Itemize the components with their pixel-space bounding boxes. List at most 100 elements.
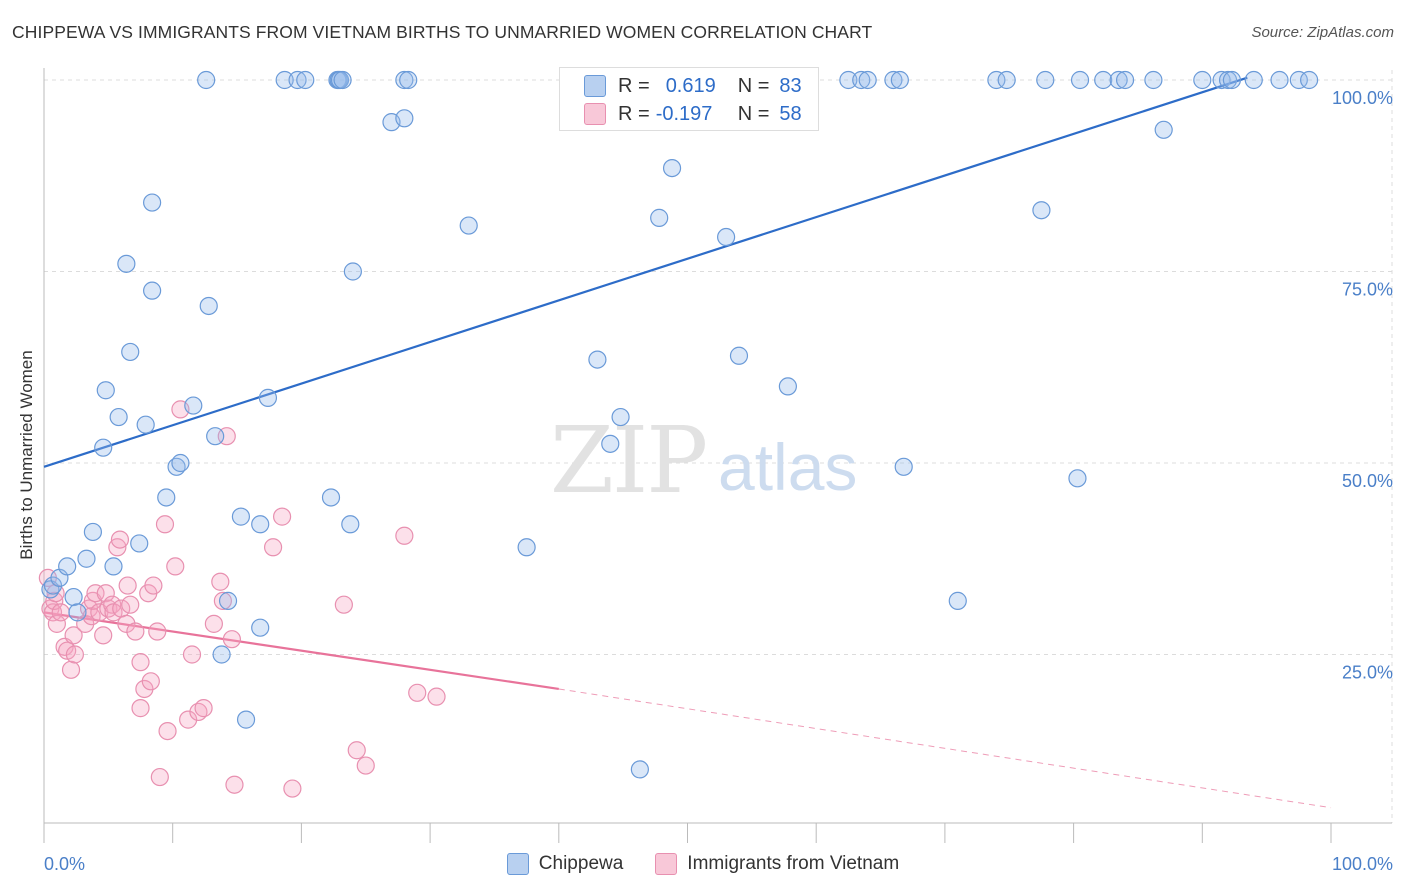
data-point-vietnam (211, 572, 230, 591)
data-point-vietnam (144, 576, 163, 595)
data-point-chippewa (143, 193, 162, 212)
data-points (38, 70, 1319, 798)
legend-item-chippewa: Chippewa (506, 853, 624, 875)
data-point-chippewa (601, 434, 620, 453)
legend-n-label: N = (737, 74, 770, 97)
data-point-chippewa (1218, 70, 1238, 90)
data-point-chippewa (296, 70, 315, 90)
data-point-vietnam (395, 526, 414, 545)
data-point-vietnam (179, 710, 198, 729)
data-point-vietnam (86, 584, 105, 603)
y-tick-label: 75.0% (1342, 280, 1393, 300)
data-point-vietnam (51, 603, 70, 622)
data-point-chippewa (275, 70, 294, 90)
data-point-chippewa (251, 515, 270, 534)
data-point-vietnam (64, 626, 83, 645)
data-point-chippewa (83, 522, 103, 542)
data-point-vietnam (141, 672, 160, 691)
data-point-vietnam (45, 591, 64, 610)
data-point-chippewa (884, 70, 903, 90)
data-point-vietnam (131, 699, 150, 718)
data-point-chippewa (894, 457, 913, 476)
data-point-chippewa (121, 342, 140, 362)
y-tick-label: 50.0% (1342, 471, 1393, 491)
data-point-chippewa (1032, 201, 1051, 220)
data-point-chippewa (77, 549, 96, 568)
data-point-vietnam (118, 576, 137, 595)
y-axis-title: Births to Unmarried Women (17, 350, 36, 559)
data-point-vietnam (194, 699, 213, 718)
data-point-chippewa (288, 70, 307, 90)
data-point-chippewa (236, 710, 256, 729)
data-point-vietnam (121, 595, 140, 614)
data-point-chippewa (157, 488, 176, 507)
data-point-chippewa (258, 388, 278, 407)
data-point-vietnam (96, 584, 115, 603)
data-point-chippewa (852, 70, 871, 90)
data-point-chippewa (136, 415, 155, 434)
correlation-legend: R = 0.619 N = 83 R = -0.197 N = 58 (559, 67, 819, 131)
data-point-chippewa (206, 427, 225, 446)
data-point-chippewa (778, 377, 797, 396)
data-point-vietnam (65, 645, 84, 664)
data-point-chippewa (395, 109, 414, 128)
data-point-chippewa (1109, 70, 1128, 90)
y-tick-label: 25.0% (1342, 663, 1393, 683)
data-point-chippewa (109, 407, 128, 427)
data-point-chippewa (729, 346, 749, 365)
data-point-chippewa (1289, 70, 1308, 90)
tick-labels: 25.0% 50.0% 75.0% 100.0% 0.0% 100.0% (44, 88, 1393, 874)
watermark-atlas: atlas (718, 430, 857, 504)
data-point-chippewa (1036, 70, 1055, 90)
data-point-chippewa (212, 645, 231, 664)
data-point-vietnam (204, 614, 223, 633)
data-point-chippewa (1094, 70, 1113, 90)
data-point-chippewa (1270, 70, 1289, 90)
data-point-chippewa (839, 70, 858, 90)
data-point-chippewa (611, 407, 630, 427)
x-tick-label: 100.0% (1332, 854, 1393, 874)
data-point-chippewa (96, 381, 115, 400)
data-point-chippewa (199, 296, 218, 316)
data-point-chippewa (94, 438, 113, 457)
legend-swatch-pink (655, 853, 678, 875)
data-point-chippewa (662, 158, 682, 178)
data-point-chippewa (130, 534, 149, 553)
data-point-vietnam (47, 614, 66, 633)
legend-r-label: R = (618, 102, 650, 125)
data-point-chippewa (197, 70, 216, 90)
data-point-chippewa (1115, 70, 1135, 90)
data-point-chippewa (517, 538, 536, 557)
data-point-vietnam (103, 595, 122, 614)
data-point-vietnam (131, 653, 150, 672)
data-point-chippewa (1154, 120, 1173, 139)
data-point-vietnam (110, 530, 130, 549)
legend-r-value: -0.197 (655, 102, 713, 125)
data-point-chippewa (64, 587, 83, 607)
legend-label-chippewa: Chippewa (538, 853, 624, 874)
data-point-chippewa (321, 488, 341, 507)
data-point-chippewa (104, 557, 123, 576)
data-point-chippewa (717, 227, 736, 247)
data-point-vietnam (150, 767, 169, 787)
data-point-chippewa (1212, 70, 1231, 90)
legend-r-label: R = (618, 74, 650, 97)
data-point-vietnam (182, 645, 202, 664)
data-point-chippewa (117, 254, 136, 273)
data-point-chippewa (1193, 70, 1212, 90)
data-point-vietnam (148, 622, 167, 641)
watermark-zip: ZIP (550, 407, 706, 514)
data-point-chippewa (987, 70, 1006, 90)
chart-source: Source: ZipAtlas.com (1251, 24, 1394, 41)
chart-title: CHIPPEWA VS IMMIGRANTS FROM VIETNAM BIRT… (12, 22, 873, 42)
legend-r-value: 0.619 (665, 74, 716, 97)
legend-swatch-blue (584, 75, 606, 97)
data-point-chippewa (890, 70, 909, 90)
legend-swatch-blue (506, 853, 529, 875)
data-point-chippewa (1244, 70, 1263, 90)
y-tick-label: 100.0% (1332, 88, 1393, 108)
data-point-vietnam (61, 660, 81, 679)
data-point-vietnam (126, 622, 145, 641)
data-point-chippewa (341, 515, 360, 534)
